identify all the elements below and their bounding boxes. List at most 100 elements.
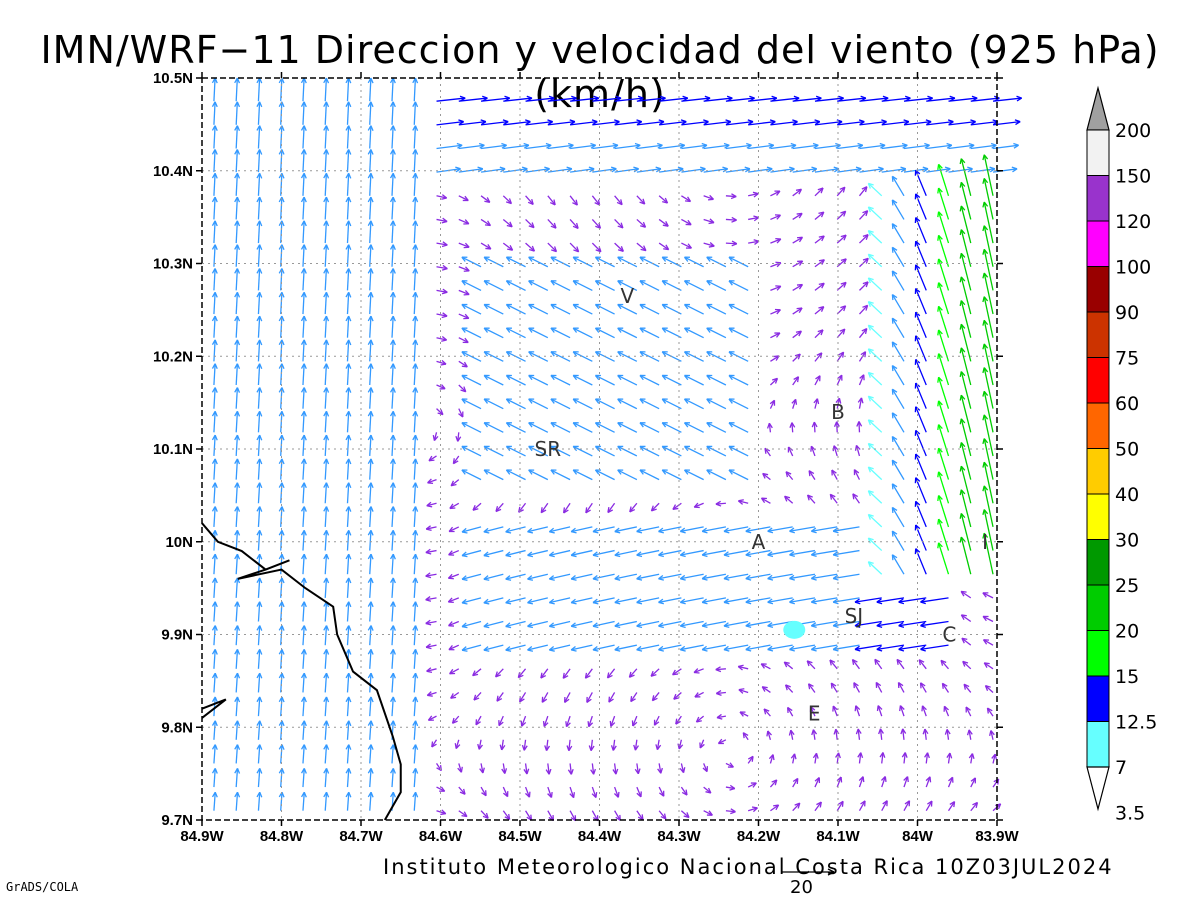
wind-arrow: [992, 778, 1000, 788]
colorbar-label: 90: [1115, 302, 1139, 324]
wind-arrow: [899, 705, 905, 717]
wind-arrow: [550, 351, 571, 362]
wind-arrow: [527, 526, 548, 534]
wind-arrow: [567, 763, 574, 775]
wind-arrow: [345, 363, 352, 386]
wind-arrow: [572, 469, 593, 481]
wind-arrow: [528, 327, 549, 339]
wind-arrow: [323, 434, 330, 456]
wind-arrow: [728, 280, 749, 291]
wind-arrow: [725, 240, 738, 247]
wind-arrow: [345, 149, 352, 173]
wind-arrow: [914, 193, 927, 220]
wind-arrow: [811, 421, 818, 433]
wind-arrow: [814, 187, 824, 197]
wind-arrow: [345, 530, 352, 551]
wind-arrow: [345, 125, 352, 149]
wind-arrow: [617, 422, 638, 433]
colorbar-segment: [1086, 220, 1110, 267]
wind-arrow: [211, 553, 218, 575]
wind-arrow: [234, 363, 241, 386]
wind-arrow: [701, 597, 727, 605]
wind-arrow: [451, 715, 460, 724]
wind-arrow: [937, 211, 950, 244]
wind-arrow: [256, 791, 263, 811]
wind-arrow: [367, 625, 374, 646]
wind-arrow: [450, 479, 460, 487]
wind-arrow: [256, 244, 263, 267]
wind-arrow: [941, 682, 950, 693]
wind-arrow: [480, 195, 491, 203]
wind-arrow: [256, 387, 263, 409]
wind-arrow: [502, 242, 514, 251]
wind-arrow: [922, 728, 929, 740]
wind-arrow: [959, 300, 972, 338]
wind-arrow: [693, 502, 704, 509]
wind-arrow: [323, 506, 330, 527]
wind-arrow: [693, 668, 704, 674]
wind-arrow: [612, 763, 619, 775]
wind-arrow: [854, 705, 861, 717]
wind-arrow: [891, 388, 905, 409]
station-label: V: [620, 284, 634, 308]
colorbar-label: 30: [1115, 530, 1139, 552]
wind-arrow: [483, 280, 504, 291]
wind-arrow: [591, 195, 601, 206]
wind-arrow: [617, 327, 638, 339]
wind-arrow: [473, 692, 482, 701]
wind-arrow: [716, 713, 727, 720]
wind-arrow: [505, 469, 526, 481]
wind-arrow: [345, 553, 352, 575]
wind-arrow: [867, 300, 883, 315]
wind-arrow: [542, 715, 549, 728]
wind-arrow: [300, 506, 307, 527]
wind-arrow: [811, 729, 818, 740]
wind-arrow: [528, 469, 549, 481]
wind-arrow: [458, 195, 469, 202]
wind-arrow: [572, 303, 593, 315]
wind-arrow: [792, 188, 803, 197]
wind-arrow: [436, 809, 447, 816]
wind-arrow: [770, 285, 782, 292]
wind-arrow: [457, 763, 463, 773]
wind-arrow: [836, 374, 843, 386]
wind-arrow: [525, 142, 552, 150]
wind-arrow: [636, 597, 660, 605]
wind-arrow: [256, 268, 263, 291]
wind-arrow: [502, 218, 513, 228]
wind-arrow: [608, 692, 616, 703]
wind-arrow: [480, 810, 489, 819]
station-label: SJ: [845, 604, 864, 628]
wind-arrow: [661, 469, 682, 481]
wind-arrow: [458, 313, 470, 320]
wind-arrow: [651, 692, 660, 702]
wind-arrow: [345, 506, 352, 527]
wind-arrow: [547, 242, 558, 253]
wind-arrow: [278, 791, 285, 811]
wind-arrow: [461, 374, 482, 386]
wind-arrow: [614, 620, 637, 629]
wind-arrow: [569, 786, 575, 799]
wind-arrow: [792, 283, 804, 291]
wind-arrow: [389, 363, 396, 386]
wind-arrow: [900, 728, 907, 740]
wind-arrow: [813, 398, 820, 409]
wind-arrow: [367, 315, 374, 338]
wind-arrow: [345, 768, 352, 788]
wind-arrow: [412, 291, 419, 315]
wind-arrow: [592, 166, 617, 173]
wind-arrow: [345, 410, 352, 433]
wind-arrow: [810, 549, 838, 558]
wind-arrow: [792, 802, 801, 812]
wind-arrow: [914, 382, 927, 409]
wind-arrow: [639, 303, 660, 315]
x-tick-label: 84.9W: [180, 828, 224, 845]
wind-arrow: [748, 191, 759, 198]
wind-arrow: [639, 374, 660, 386]
wind-arrow: [256, 672, 263, 693]
wind-arrow: [762, 472, 771, 481]
wind-arrow: [617, 303, 638, 315]
wind-arrow: [412, 339, 419, 362]
wind-arrow: [639, 351, 660, 362]
wind-arrow: [858, 210, 869, 220]
